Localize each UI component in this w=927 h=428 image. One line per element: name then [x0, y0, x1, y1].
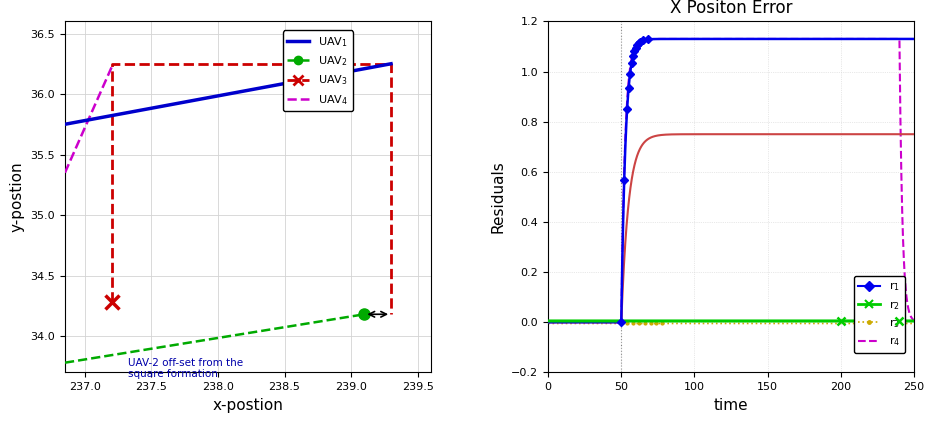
Legend: r$_1$, r$_2$, r$_3$, r$_4$: r$_1$, r$_2$, r$_3$, r$_4$ — [853, 276, 904, 353]
Y-axis label: y-postion: y-postion — [10, 161, 25, 232]
Text: UAV-2 off-set from the
square formation: UAV-2 off-set from the square formation — [127, 358, 242, 380]
Title: X Positon Error: X Positon Error — [669, 0, 792, 17]
X-axis label: time: time — [713, 398, 747, 413]
X-axis label: x-postion: x-postion — [212, 398, 283, 413]
Legend: UAV$_1$, UAV$_2$, UAV$_3$, UAV$_4$: UAV$_1$, UAV$_2$, UAV$_3$, UAV$_4$ — [283, 30, 352, 111]
Y-axis label: Residuals: Residuals — [490, 160, 505, 233]
